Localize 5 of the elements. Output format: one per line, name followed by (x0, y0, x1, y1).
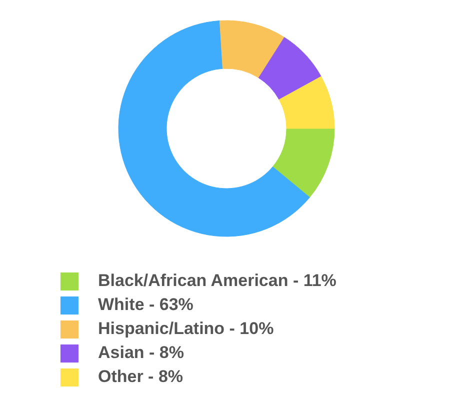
legend-label: Other - 8% (98, 366, 184, 388)
legend-label: Asian - 8% (98, 342, 184, 364)
legend-label: White - 63% (98, 294, 194, 316)
legend-label: Black/African American - 11% (98, 270, 336, 292)
legend-label: Hispanic/Latino - 10% (98, 318, 274, 340)
